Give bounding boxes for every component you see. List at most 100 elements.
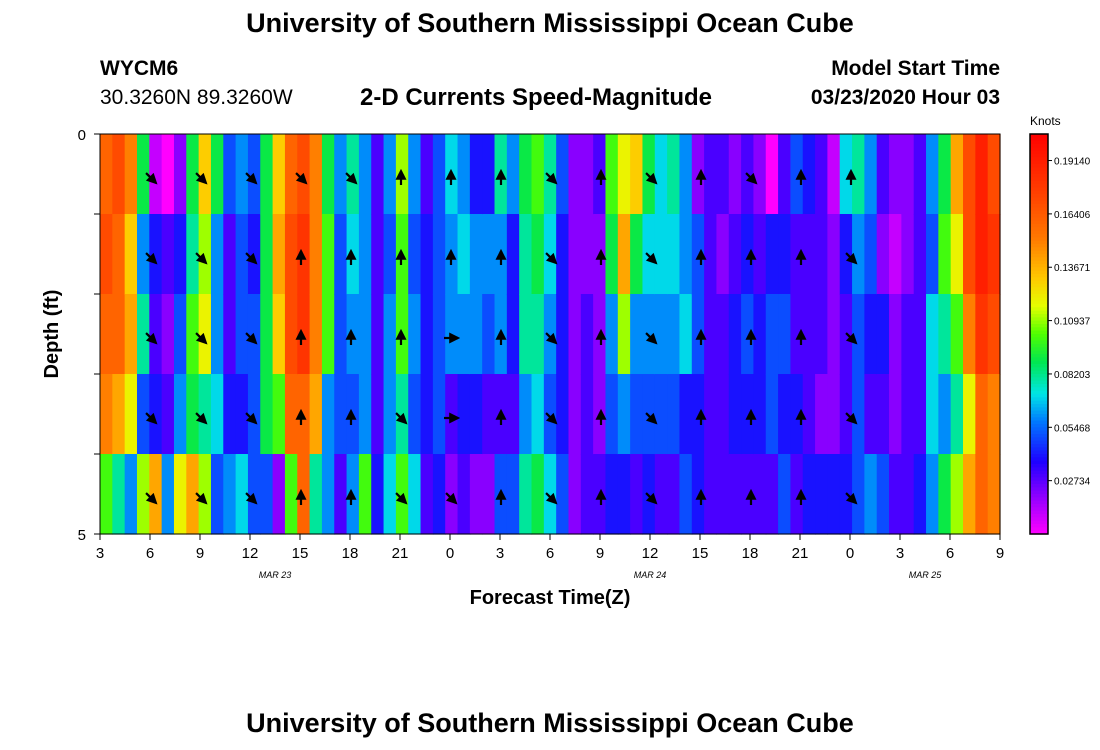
heatmap-cell	[568, 374, 582, 455]
current-arrow	[845, 332, 858, 345]
heatmap-cell	[556, 374, 570, 455]
current-arrow	[545, 492, 558, 505]
colorbar-swatch	[1030, 364, 1048, 368]
current-direction-arrows	[145, 168, 858, 505]
heatmap-cell	[679, 294, 693, 375]
day-label: MAR 23	[259, 570, 292, 580]
heatmap-cell	[556, 454, 570, 535]
heatmap-cell	[260, 294, 274, 375]
heatmap-cell	[124, 134, 138, 215]
heatmap-cell	[346, 374, 360, 455]
heatmap-cell	[334, 214, 348, 295]
heatmap-cell	[408, 454, 422, 535]
heatmap-cell	[457, 294, 471, 375]
heatmap-cell	[642, 374, 656, 455]
x-tick-label: 15	[292, 545, 309, 562]
heatmap-cell	[630, 454, 644, 535]
colorbar-swatch	[1030, 410, 1048, 415]
heatmap-cell	[173, 454, 187, 535]
heatmap-cell	[383, 294, 397, 375]
heatmap-cell	[876, 134, 890, 215]
heatmap-cell	[889, 134, 902, 215]
heatmap-cell	[309, 214, 323, 295]
station-id: WYCM6	[100, 57, 179, 80]
heatmap-cell	[149, 294, 163, 375]
colorbar-swatch	[1030, 164, 1048, 168]
heatmap-cell	[223, 374, 237, 455]
heatmap-cell	[186, 294, 200, 375]
heatmap-cell	[963, 134, 976, 215]
heatmap-cell	[580, 134, 594, 215]
heatmap-cell	[938, 374, 952, 455]
colorbar-swatch	[1030, 317, 1048, 322]
colorbar-tick-label: 0.05468	[1054, 423, 1091, 434]
heatmap-cell	[642, 134, 656, 215]
heatmap-cell	[420, 294, 434, 375]
heatmap-cell	[753, 374, 767, 455]
heatmap-cell	[642, 454, 656, 535]
colorbar-swatch	[1030, 427, 1048, 432]
colorbar-swatch	[1030, 264, 1048, 268]
heatmap-cell	[765, 214, 779, 295]
heatmap-cell	[100, 374, 113, 455]
current-arrow	[545, 172, 558, 185]
heatmap-cell	[346, 454, 360, 535]
heatmap-cell	[876, 214, 890, 295]
heatmap-cell	[272, 374, 286, 455]
current-arrow	[195, 252, 208, 265]
colorbar-swatch	[1030, 334, 1048, 338]
station-coordinates: 30.3260N 89.3260W	[100, 86, 293, 109]
colorbar-swatch	[1030, 374, 1048, 378]
heatmap-cell	[469, 454, 483, 535]
heatmap-cell	[704, 454, 718, 535]
heatmap-cell	[815, 134, 828, 215]
heatmap-cell	[605, 374, 619, 455]
colorbar-swatch	[1030, 290, 1048, 295]
heatmap-cell	[889, 214, 902, 295]
colorbar-swatch	[1030, 384, 1048, 388]
x-tick-label: 6	[146, 545, 154, 562]
current-arrow	[645, 492, 658, 505]
colorbar-swatch	[1030, 417, 1048, 422]
heatmap-cell	[802, 134, 816, 215]
colorbar-swatch	[1030, 347, 1048, 352]
heatmap-cell	[593, 214, 607, 295]
heatmap-cell	[161, 454, 175, 535]
y-axis-label: Depth (ft)	[41, 290, 63, 379]
current-arrow	[245, 332, 258, 345]
heatmap-cell	[445, 294, 459, 375]
x-tick-label: 3	[496, 545, 504, 562]
heatmap-cell	[186, 134, 200, 215]
heatmap-cell	[334, 134, 348, 215]
heatmap-cell	[284, 214, 298, 295]
heatmap-cell	[284, 454, 298, 535]
heatmap-cell	[358, 294, 372, 375]
heatmap-cell	[630, 374, 644, 455]
heatmap-cell	[950, 454, 964, 535]
heatmap-cell	[926, 214, 939, 295]
colorbar-swatch	[1030, 327, 1048, 332]
heatmap-cell	[593, 454, 607, 535]
colorbar-swatch	[1030, 457, 1048, 462]
colorbar-swatch	[1030, 377, 1048, 382]
heatmap-cell	[568, 454, 582, 535]
x-tick-label: 9	[596, 545, 604, 562]
heatmap-cell	[889, 374, 902, 455]
colorbar-swatch	[1030, 240, 1048, 245]
colorbar-swatch	[1030, 267, 1048, 272]
heatmap-cell	[124, 214, 138, 295]
colorbar-swatch	[1030, 354, 1048, 358]
heatmap-cell	[963, 294, 976, 375]
heatmap-cell	[432, 134, 446, 215]
heatmap-cell	[975, 134, 989, 215]
heatmap-cell	[506, 454, 520, 535]
heatmap-cell	[445, 374, 459, 455]
colorbar-swatch	[1030, 180, 1048, 185]
heatmap-cell	[100, 294, 113, 375]
colorbar-swatch	[1030, 170, 1048, 175]
heatmap-cell	[901, 294, 915, 375]
heatmap-cell	[358, 134, 372, 215]
heatmap-cell	[519, 214, 533, 295]
heatmap-cell	[802, 294, 816, 375]
heatmap-cell	[124, 374, 138, 455]
